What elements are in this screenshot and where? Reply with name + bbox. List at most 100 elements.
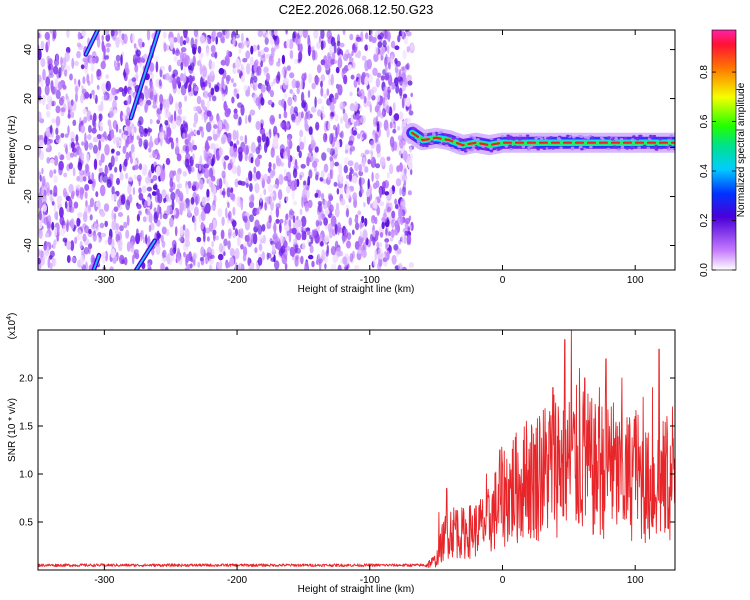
noise-speck <box>235 58 241 70</box>
noise-speck <box>238 228 244 236</box>
noise-speck <box>49 30 54 34</box>
noise-speck <box>61 62 65 74</box>
noise-speck <box>182 170 187 177</box>
noise-speck <box>289 49 294 60</box>
noise-speck <box>410 92 414 98</box>
noise-speck <box>278 113 282 120</box>
noise-speck <box>38 48 42 61</box>
noise-speck <box>145 103 149 110</box>
noise-speck <box>257 257 263 266</box>
noise-speck <box>353 198 358 209</box>
noise-speck <box>217 208 223 218</box>
noise-speck <box>292 215 296 224</box>
noise-speck <box>276 61 281 67</box>
noise-speck <box>400 217 404 225</box>
noise-speck <box>38 86 42 97</box>
noise-speck <box>267 99 273 106</box>
noise-speck <box>53 155 59 166</box>
noise-speck <box>110 155 115 167</box>
noise-speck <box>41 186 44 196</box>
noise-speck <box>230 187 234 194</box>
noise-speck <box>387 92 391 100</box>
noise-speck <box>100 211 106 218</box>
noise-speck <box>284 224 290 232</box>
noise-speck <box>283 168 287 177</box>
ridge-speck <box>617 148 621 151</box>
noise-speck <box>234 178 239 188</box>
noise-speck <box>206 252 211 257</box>
noise-speck <box>158 79 162 87</box>
noise-speck <box>398 239 402 245</box>
noise-speck <box>125 172 129 180</box>
noise-speck <box>147 262 151 269</box>
noise-speck <box>131 128 135 136</box>
noise-speck <box>89 197 95 208</box>
noise-speck <box>286 65 291 71</box>
noise-speck <box>70 137 75 143</box>
spectrogram-ridge <box>402 122 675 156</box>
noise-speck <box>232 62 236 70</box>
noise-speck <box>376 151 381 158</box>
noise-speck <box>240 244 244 250</box>
noise-speck <box>233 88 238 97</box>
noise-speck <box>249 109 256 116</box>
noise-speck <box>385 240 388 251</box>
noise-speck <box>286 136 292 147</box>
noise-speck <box>198 178 204 190</box>
noise-speck <box>311 82 316 90</box>
noise-speck <box>104 220 108 228</box>
noise-speck <box>315 174 319 181</box>
noise-speck <box>114 155 118 162</box>
ridge-speck <box>547 147 552 150</box>
noise-speck <box>357 133 361 140</box>
noise-speck <box>401 120 407 128</box>
ridge-speck <box>652 134 657 138</box>
noise-speck <box>397 262 403 270</box>
ridge-speck <box>556 137 561 140</box>
noise-speck <box>261 223 266 232</box>
noise-speck <box>103 55 109 60</box>
noise-speck <box>222 187 226 199</box>
noise-speck <box>199 155 203 166</box>
ridge-speck <box>615 146 619 150</box>
ridge-speck <box>413 127 417 130</box>
noise-speck <box>183 58 189 68</box>
noise-speck <box>78 147 82 160</box>
noise-speck <box>81 30 87 37</box>
noise-speck <box>205 121 212 133</box>
ridge-speck <box>669 134 674 137</box>
noise-speck <box>98 237 101 244</box>
noise-speck <box>261 251 265 261</box>
noise-speck <box>116 177 120 186</box>
noise-speck <box>142 216 147 223</box>
noise-speck <box>339 42 345 48</box>
noise-speck <box>334 92 339 100</box>
noise-speck <box>345 188 352 200</box>
noise-speck <box>405 96 411 107</box>
noise-speck <box>111 87 117 96</box>
noise-speck <box>372 200 376 209</box>
noise-speck <box>157 204 161 215</box>
noise-speck <box>330 73 334 86</box>
noise-speck <box>235 130 239 141</box>
noise-speck <box>50 86 55 94</box>
noise-speck <box>131 151 135 160</box>
noise-speck <box>285 245 291 252</box>
noise-speck <box>348 171 352 182</box>
noise-speck <box>376 241 380 249</box>
noise-speck <box>110 129 115 139</box>
noise-speck <box>226 49 230 59</box>
noise-speck <box>163 42 167 52</box>
noise-speck <box>379 156 386 167</box>
noise-speck <box>390 40 396 49</box>
noise-speck <box>44 232 50 238</box>
x-tick-label: 0 <box>500 575 506 586</box>
noise-speck <box>38 32 41 39</box>
noise-speck <box>275 218 280 224</box>
noise-speck <box>134 252 140 260</box>
noise-speck <box>285 30 288 35</box>
noise-speck <box>79 170 85 176</box>
noise-speck <box>314 146 319 153</box>
noise-speck <box>64 133 69 138</box>
noise-speck <box>272 136 279 148</box>
